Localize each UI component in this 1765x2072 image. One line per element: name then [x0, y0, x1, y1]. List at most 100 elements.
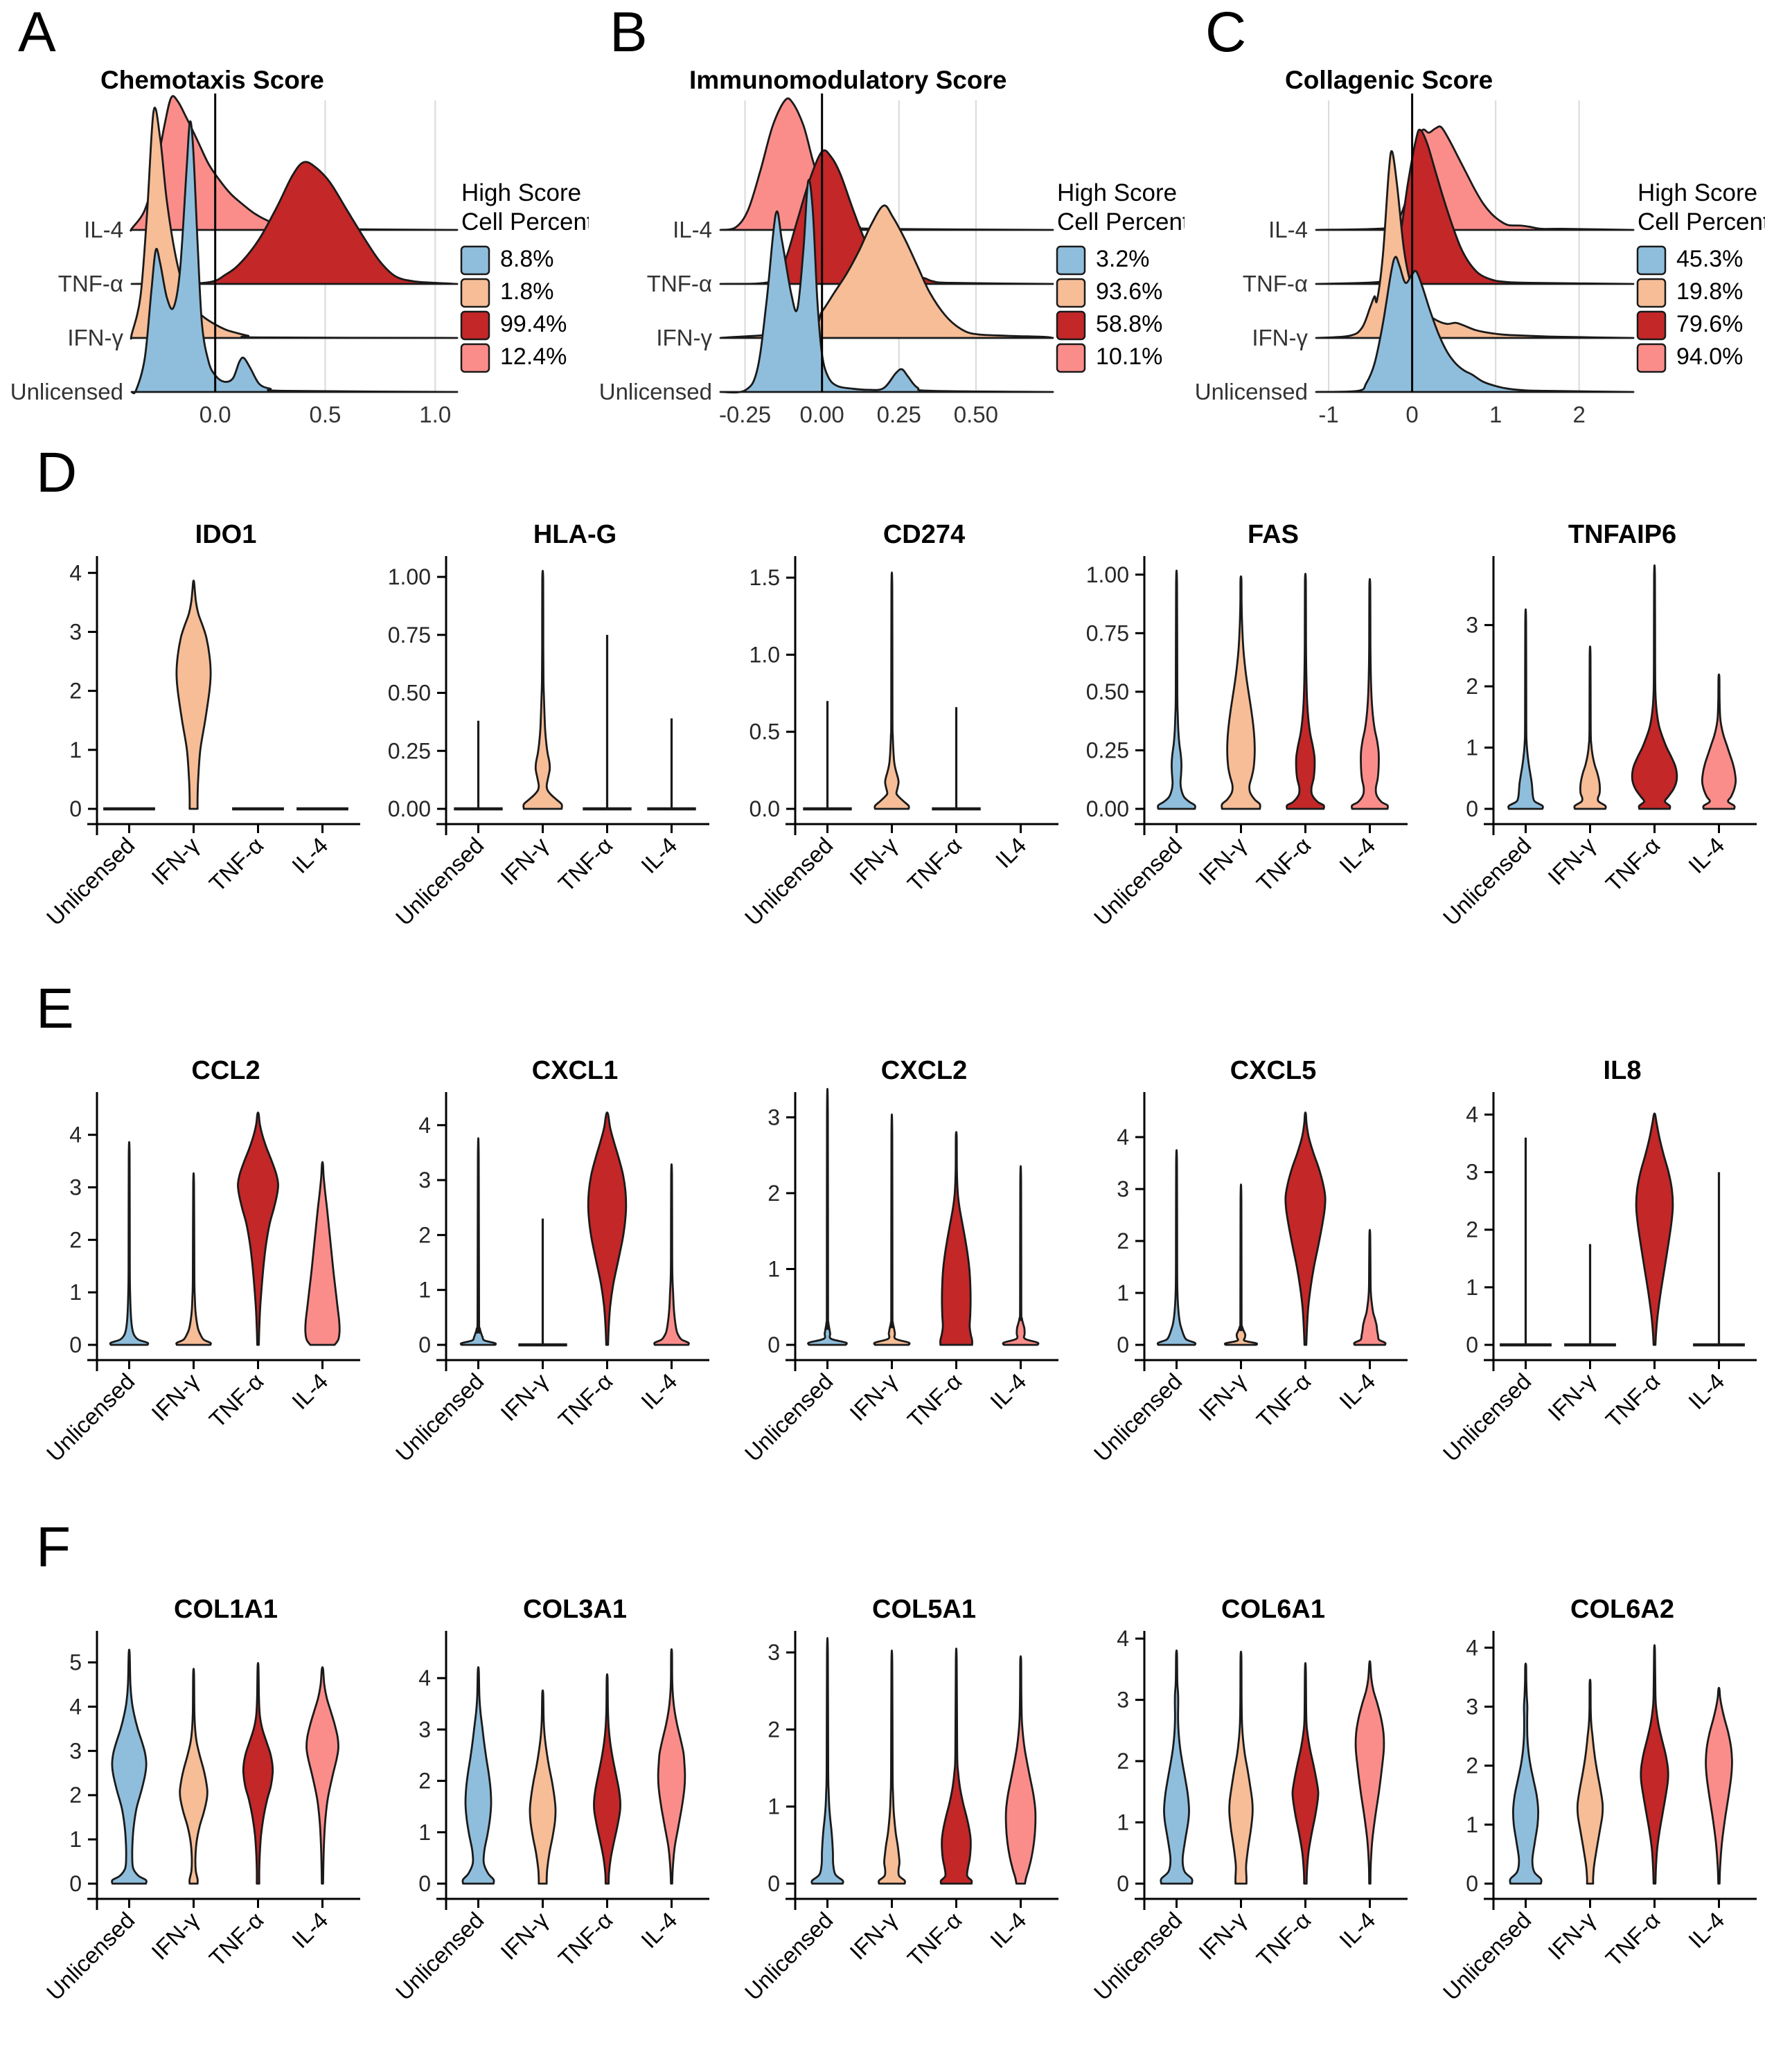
y-tick-label: 0.50 [388, 681, 431, 706]
x-category-label: TNF-α [1252, 1907, 1316, 1972]
y-tick-label: 2 [69, 1783, 82, 1807]
violin-density-Unlicensed [111, 1648, 148, 1885]
violin-col1a1: 0 1 2 3 4 5 Unlicensed IFN-γ TNF-α IL-4 COL1A1 [21, 1579, 363, 2067]
y-tick-label: 1 [1466, 1812, 1478, 1837]
violin-density-IFN-γ [1228, 1650, 1254, 1885]
x-tick-label: 0 [1405, 402, 1418, 427]
legend-swatch-Unlicensed [460, 245, 490, 276]
x-category-label: Unlicensed [740, 832, 838, 931]
violin-density-IFN-γ [1573, 645, 1607, 810]
violin-density-TNF-α [1286, 573, 1325, 810]
y-tick-label: 2 [768, 1181, 780, 1206]
violin-density-IL-4 [653, 1163, 690, 1346]
violin-density-IFN-γ [175, 1172, 212, 1346]
violin-density-IFN-γ [522, 569, 563, 810]
x-category-label: TNF-α [553, 1368, 618, 1433]
violin-svg-IL8: 0 1 2 3 4 Unlicensed IFN-γ TNF-α IL-4 IL8 [1438, 1056, 1757, 1466]
y-tick-label: 2 [1466, 1217, 1478, 1242]
y-tick-label: 1.00 [1086, 562, 1129, 587]
x-category-label: TNF-α [553, 832, 618, 897]
legend-title: Cell Percent [1057, 208, 1185, 235]
x-category-label: TNF-α [1601, 1368, 1665, 1433]
y-tick-label: 3 [1466, 1160, 1478, 1185]
legend-swatch-TNF-α [460, 310, 490, 341]
y-tick-label: 3 [768, 1640, 780, 1665]
y-tick-label: 0 [418, 1871, 431, 1896]
y-tick-label: 0.25 [388, 738, 431, 763]
x-category-label: IFN-γ [844, 832, 903, 890]
legend-value: 93.6% [1096, 278, 1162, 305]
violin-ido1: 0 1 2 3 4 Unlicensed IFN-γ TNF-α IL-4 IDO1 [21, 504, 363, 992]
legend-title: High Score [1057, 179, 1177, 206]
violin-title: IDO1 [195, 520, 257, 549]
y-tick-label: 0 [768, 1871, 780, 1896]
x-category-label: IL-4 [636, 832, 682, 878]
legend-value: 79.6% [1676, 311, 1743, 337]
x-category-label: IL-4 [287, 1368, 332, 1414]
y-tick-label: 2 [1466, 1753, 1478, 1778]
violin-title: COL1A1 [174, 1595, 278, 1624]
violin-title: COL5A1 [872, 1595, 976, 1624]
x-tick-label: 0.0 [199, 402, 231, 427]
violin-title: COL3A1 [523, 1595, 627, 1624]
violin-density-TNF-α [1640, 1644, 1669, 1885]
y-tick-label: 3 [69, 1175, 82, 1200]
ridgeline-svg-C: Unlicensed IFN-γ TNF-α IL-4 -1 0 1 2 Collagenic … [1195, 66, 1765, 427]
violin-density-TNF-α [592, 1673, 622, 1885]
y-tick-label: 4 [1117, 1626, 1129, 1651]
violin-density-IL-4 [305, 1665, 339, 1885]
violin-tnfaip6: 0 1 2 3 Unlicensed IFN-γ TNF-α IL-4 TNFAIP6 [1417, 504, 1759, 992]
panel-letter-b: B [610, 1, 648, 64]
violin-hla-g: 0.00 0.25 0.50 0.75 1.00 Unlicensed IFN-γ TNF-α… [370, 504, 712, 992]
x-category-label: IFN-γ [495, 832, 553, 890]
violin-density-IFN-γ [179, 1668, 209, 1885]
violin-title: FAS [1248, 520, 1299, 549]
legend-title: Cell Percent [461, 208, 589, 235]
violin-svg-COL6A2: 0 1 2 3 4 Unlicensed IFN-γ TNF-α IL-4 COL6A2 [1438, 1595, 1757, 2005]
y-tick-label: 1 [418, 1278, 431, 1303]
legend-swatch-IFN-γ [1056, 278, 1086, 308]
y-tick-label: 3 [418, 1168, 431, 1193]
x-category-label: IFN-γ [495, 1368, 553, 1426]
x-category-label: IL-4 [1683, 1368, 1729, 1414]
legend-title: High Score [1638, 179, 1757, 206]
y-tick-label: 0.00 [388, 796, 431, 821]
ridge-category-label: Unlicensed [1195, 379, 1308, 404]
violin-density-IFN-γ [1221, 575, 1261, 810]
x-category-label: TNF-α [204, 1368, 269, 1433]
ridge-density-Unlicensed [1315, 256, 1635, 393]
x-tick-label: 1 [1489, 402, 1502, 427]
ridgeline-svg-A: Unlicensed IFN-γ TNF-α IL-4 0.0 0.5 1.0 Chemota… [10, 66, 589, 427]
y-tick-label: 0 [1466, 1332, 1478, 1357]
y-tick-label: 4 [1466, 1635, 1478, 1660]
violin-svg-COL6A1: 0 1 2 3 4 Unlicensed IFN-γ TNF-α IL-4 COL6A1 [1089, 1595, 1408, 2005]
ridge-category-label: IFN-γ [1252, 325, 1308, 350]
y-tick-label: 1.00 [388, 564, 431, 589]
y-tick-label: 0.50 [1086, 679, 1129, 704]
violin-density-Unlicensed [810, 1636, 844, 1885]
legend-swatch-Unlicensed [1636, 245, 1667, 276]
violin-col3a1: 0 1 2 3 4 Unlicensed IFN-γ TNF-α IL-4 COL3A1 [370, 1579, 712, 2067]
y-tick-label: 1.0 [750, 642, 780, 667]
violin-svg-CXCL5: 0 1 2 3 4 Unlicensed IFN-γ TNF-α IL-4 CXCL5 [1089, 1056, 1408, 1466]
legend-swatch-TNF-α [1056, 310, 1086, 341]
y-tick-label: 0 [1117, 1332, 1129, 1357]
violin-col5a1: 0 1 2 3 Unlicensed IFN-γ TNF-α IL-4 COL5A1 [719, 1579, 1061, 2067]
x-category-label: TNF-α [204, 1907, 269, 1972]
y-tick-label: 1 [69, 1827, 82, 1852]
x-category-label: TNF-α [903, 832, 967, 897]
violin-svg-HLA-G: 0.00 0.25 0.50 0.75 1.00 Unlicensed IFN-γ TNF-α… [388, 520, 709, 930]
y-tick-label: 2 [1117, 1229, 1129, 1253]
violin-title: CXCL5 [1230, 1056, 1317, 1085]
legend-swatch-IFN-γ [1636, 278, 1667, 308]
violin-density-IFN-γ [175, 580, 212, 810]
violin-svg-CD274: 0.0 0.5 1.0 1.5 Unlicensed IFN-γ TNF-α IL4 CD274 [740, 520, 1058, 931]
y-tick-label: 1 [1466, 1275, 1478, 1300]
ridge-category-label: Unlicensed [599, 379, 712, 404]
x-category-label: TNF-α [1601, 1907, 1665, 1972]
violin-density-TNF-α [1635, 1112, 1674, 1346]
violin-density-Unlicensed [109, 1141, 150, 1346]
y-tick-label: 0 [69, 1871, 82, 1896]
legend-value: 8.8% [500, 246, 554, 272]
x-tick-label: 0.25 [877, 402, 921, 427]
